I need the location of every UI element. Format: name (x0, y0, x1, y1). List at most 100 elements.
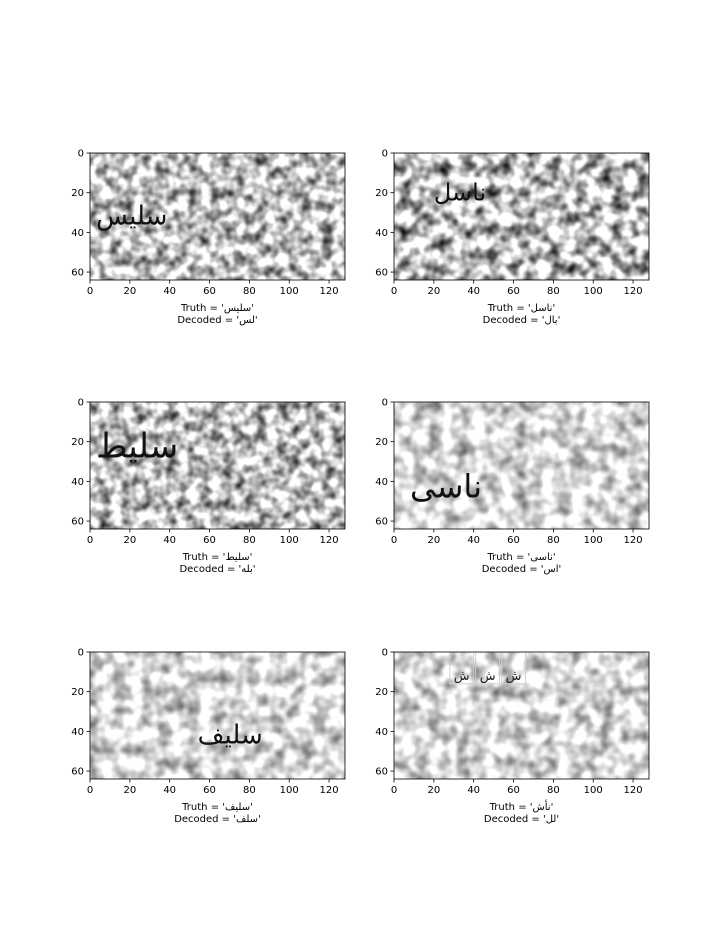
y-tick-label: 60 (375, 268, 388, 279)
x-tick-label: 100 (584, 785, 603, 796)
word-image: سلیس (96, 201, 167, 231)
y-tick-label: 60 (71, 767, 84, 778)
y-tick-label: 20 (375, 687, 388, 698)
x-tick-label: 0 (391, 286, 397, 297)
axes-frame (393, 152, 650, 281)
glyph-box (449, 652, 475, 685)
x-tick-label: 120 (320, 785, 339, 796)
x-tick-label: 40 (163, 286, 176, 297)
x-tick-label: 0 (87, 286, 93, 297)
panel-2: ناسل 0 20 40 60 80 100 120 0 20 40 60 Truth = 'ناسل'… (375, 149, 650, 326)
x-tick-label: 40 (163, 785, 176, 796)
image-noise (394, 153, 649, 280)
x-tick-label: 100 (280, 535, 299, 546)
y-tick-label: 60 (71, 268, 84, 279)
x-tick-label: 20 (427, 785, 440, 796)
truth-label: Truth = 'سلیس' (180, 303, 254, 314)
y-tick-label: 40 (71, 228, 84, 239)
y-tick-label: 0 (78, 648, 84, 659)
panel-5: سلیف 0 20 40 60 80 100 120 0 20 40 60 Truth = 'سلیف'… (71, 648, 346, 825)
word-image: ناسل (434, 179, 486, 207)
y-tick-label: 40 (375, 727, 388, 738)
y-tick-label: 20 (375, 437, 388, 448)
y-tick-label: 20 (71, 687, 84, 698)
word-image: ناسی (410, 467, 482, 505)
x-tick-label: 120 (624, 286, 643, 297)
x-tick-label: 20 (427, 286, 440, 297)
y-tick-label: 60 (375, 517, 388, 528)
y-tick-label: 40 (375, 477, 388, 488)
x-tick-label: 0 (87, 535, 93, 546)
x-tick-label: 60 (203, 535, 216, 546)
decoded-label: Decoded = 'بله' (179, 564, 255, 575)
truth-label: Truth = 'ناسل' (487, 303, 555, 314)
x-tick-label: 60 (203, 286, 216, 297)
truth-label: Truth = 'نأش' (489, 799, 554, 813)
y-tick-label: 0 (382, 648, 388, 659)
word-glyph: ش (480, 669, 496, 684)
x-tick-label: 80 (243, 286, 256, 297)
x-tick-label: 60 (203, 785, 216, 796)
x-tick-label: 60 (507, 286, 520, 297)
y-tick-label: 0 (78, 149, 84, 160)
x-tick-label: 0 (391, 535, 397, 546)
y-tick-label: 40 (375, 228, 388, 239)
y-tick-label: 40 (71, 727, 84, 738)
word-image: سلیف (198, 720, 263, 750)
image-noise (90, 652, 345, 779)
word-glyph: ش (454, 669, 470, 684)
x-tick-label: 80 (547, 535, 560, 546)
axes-frame (89, 401, 346, 530)
y-tick-label: 60 (375, 767, 388, 778)
decoded-label: Decoded = 'سلف' (174, 814, 261, 825)
x-tick-label: 0 (87, 785, 93, 796)
panel-1: سلیس 0 20 40 60 80 100 120 0 20 40 60 Truth = 'سلیس'… (71, 149, 346, 326)
x-tick-label: 120 (624, 535, 643, 546)
x-tick-label: 80 (243, 535, 256, 546)
x-tick-label: 80 (547, 785, 560, 796)
x-tick-label: 40 (467, 286, 480, 297)
y-tick-label: 40 (71, 477, 84, 488)
x-tick-label: 120 (320, 286, 339, 297)
y-tick-label: 0 (78, 398, 84, 409)
x-tick-label: 40 (163, 535, 176, 546)
panel-4: ناسی 0 20 40 60 80 100 120 0 20 40 60 Truth = 'ناسی'… (375, 398, 650, 575)
truth-label: Truth = 'سلیف' (181, 802, 253, 813)
x-tick-label: 80 (547, 286, 560, 297)
y-tick-label: 0 (382, 149, 388, 160)
x-tick-label: 40 (467, 535, 480, 546)
x-tick-label: 100 (584, 535, 603, 546)
x-tick-label: 20 (427, 535, 440, 546)
truth-label: Truth = 'سلیط' (182, 552, 253, 563)
axes-frame (393, 401, 650, 530)
y-tick-label: 20 (71, 188, 84, 199)
x-tick-label: 60 (507, 785, 520, 796)
y-tick-label: 20 (71, 437, 84, 448)
image-noise (394, 402, 649, 529)
decoded-label: Decoded = 'اس' (482, 564, 562, 575)
x-tick-label: 20 (123, 535, 136, 546)
axes-frame (393, 651, 650, 780)
x-tick-label: 100 (584, 286, 603, 297)
decoded-label: Decoded = 'لل' (484, 814, 559, 825)
image-noise (90, 402, 345, 529)
x-tick-label: 100 (280, 785, 299, 796)
x-tick-label: 80 (243, 785, 256, 796)
x-tick-label: 40 (467, 785, 480, 796)
glyph-box (501, 652, 526, 685)
x-tick-label: 20 (123, 785, 136, 796)
y-tick-label: 60 (71, 517, 84, 528)
axes-frame (89, 651, 346, 780)
image-noise (394, 652, 649, 779)
x-tick-label: 20 (123, 286, 136, 297)
glyph-box (475, 652, 501, 685)
y-tick-label: 20 (375, 188, 388, 199)
decoded-label: Decoded = 'لس' (177, 315, 257, 326)
x-tick-label: 0 (391, 785, 397, 796)
x-tick-label: 60 (507, 535, 520, 546)
x-tick-label: 120 (320, 535, 339, 546)
axes-frame (89, 152, 346, 281)
x-tick-label: 100 (280, 286, 299, 297)
